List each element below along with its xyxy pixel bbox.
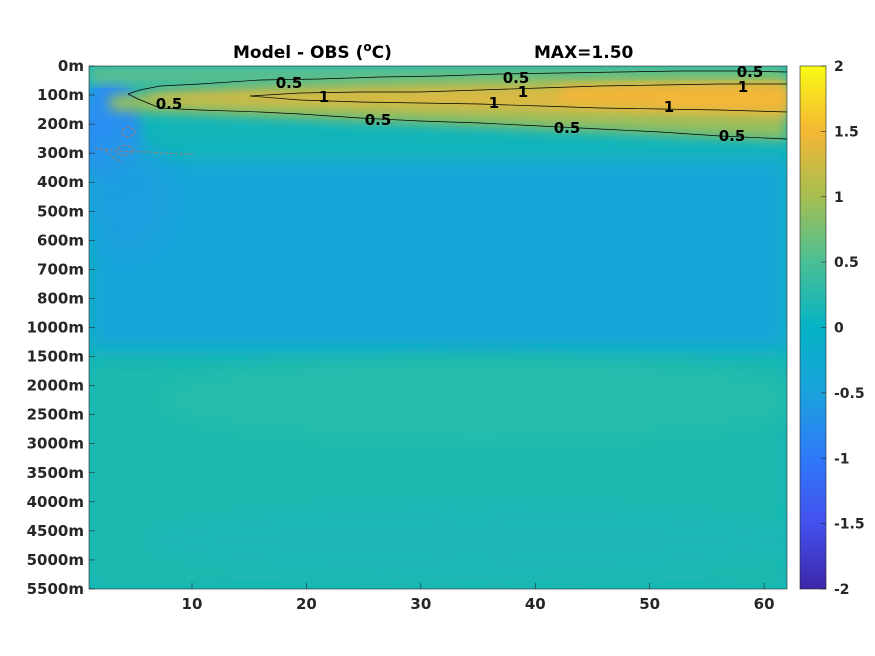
contour-0.5-outer bbox=[127, 70, 787, 140]
x-tick-label: 40 bbox=[525, 595, 546, 613]
x-tick-label: 30 bbox=[410, 595, 431, 613]
colorbar-tick-label: -2 bbox=[834, 582, 850, 598]
negative-contour bbox=[94, 127, 196, 163]
contour-label: 0.5 bbox=[156, 95, 183, 113]
x-tick-label: 60 bbox=[754, 595, 775, 613]
contour-label: 1 bbox=[489, 94, 499, 112]
contour-label: 0.5 bbox=[737, 63, 764, 81]
y-axis: 0m 100m 200m 300m 400m 500m 600m 700m 800m 1000m 1… bbox=[27, 57, 95, 598]
y-tick-label: 4500m bbox=[27, 522, 84, 540]
colorbar-tick-label: -1 bbox=[834, 451, 850, 467]
colorbar-tick-label: 1 bbox=[834, 190, 844, 206]
contour-label: 1 bbox=[738, 78, 748, 96]
y-tick-label: 500m bbox=[37, 202, 84, 220]
y-tick-label: 1000m bbox=[27, 319, 84, 337]
x-tick-label: 10 bbox=[182, 595, 203, 613]
colorbar-tick-label: 2 bbox=[834, 59, 844, 75]
y-tick-label: 400m bbox=[37, 173, 84, 191]
contour-label: 0.5 bbox=[719, 127, 746, 145]
y-tick-label: 300m bbox=[37, 144, 84, 162]
chart-subtitle: MAX=1.50 bbox=[534, 43, 634, 63]
y-tick-label: 800m bbox=[37, 289, 84, 307]
y-tick-label: 1500m bbox=[27, 348, 84, 366]
y-tick-label: 2000m bbox=[27, 377, 84, 395]
y-tick-label: 3000m bbox=[27, 435, 84, 453]
y-tick-label: 0m bbox=[58, 57, 84, 75]
x-tick-label: 50 bbox=[639, 595, 660, 613]
y-tick-label: 4000m bbox=[27, 493, 84, 511]
contour-labels: 0.5 0.5 0.51 1 11 10.50.5 0.5 0.5 bbox=[156, 63, 764, 145]
colorbar-tick-label: -0.5 bbox=[834, 386, 865, 402]
colorbar-tick-label: -1.5 bbox=[834, 517, 865, 533]
contour-label: 0.5 bbox=[554, 119, 581, 137]
y-tick-label: 3500m bbox=[27, 464, 84, 482]
contour-lines bbox=[127, 70, 787, 140]
contour-label: 0.5 bbox=[503, 69, 530, 87]
y-tick-label: 700m bbox=[37, 260, 84, 278]
colorbar-ticks: 2 1.5 1 0.5 0 -0.5 -1 -1.5 -2 bbox=[821, 59, 865, 598]
colorbar-tick-label: 0 bbox=[834, 321, 844, 337]
chart-title: Model - OBS (oC) bbox=[233, 40, 392, 63]
x-tick-label: 20 bbox=[296, 595, 317, 613]
colorbar-tick-label: 0.5 bbox=[834, 255, 859, 271]
y-tick-label: 600m bbox=[37, 231, 84, 249]
contour-label: 1 bbox=[664, 98, 674, 116]
colorbar-tick-label: 1.5 bbox=[834, 124, 859, 140]
contour-label: 1 bbox=[518, 83, 528, 101]
contour-label: 1 bbox=[319, 88, 329, 106]
heatmap-field bbox=[89, 66, 787, 589]
y-tick-label: 100m bbox=[37, 86, 84, 104]
y-tick-label: 2500m bbox=[27, 406, 84, 424]
contour-label: 0.5 bbox=[365, 111, 392, 129]
y-tick-label: 5500m bbox=[27, 580, 84, 598]
contour-1-band bbox=[249, 83, 787, 113]
y-tick-label: 5000m bbox=[27, 551, 84, 569]
x-axis: 10 20 30 40 50 60 bbox=[182, 583, 775, 613]
y-tick-label: 200m bbox=[37, 115, 84, 133]
contour-label: 0.5 bbox=[276, 74, 303, 92]
